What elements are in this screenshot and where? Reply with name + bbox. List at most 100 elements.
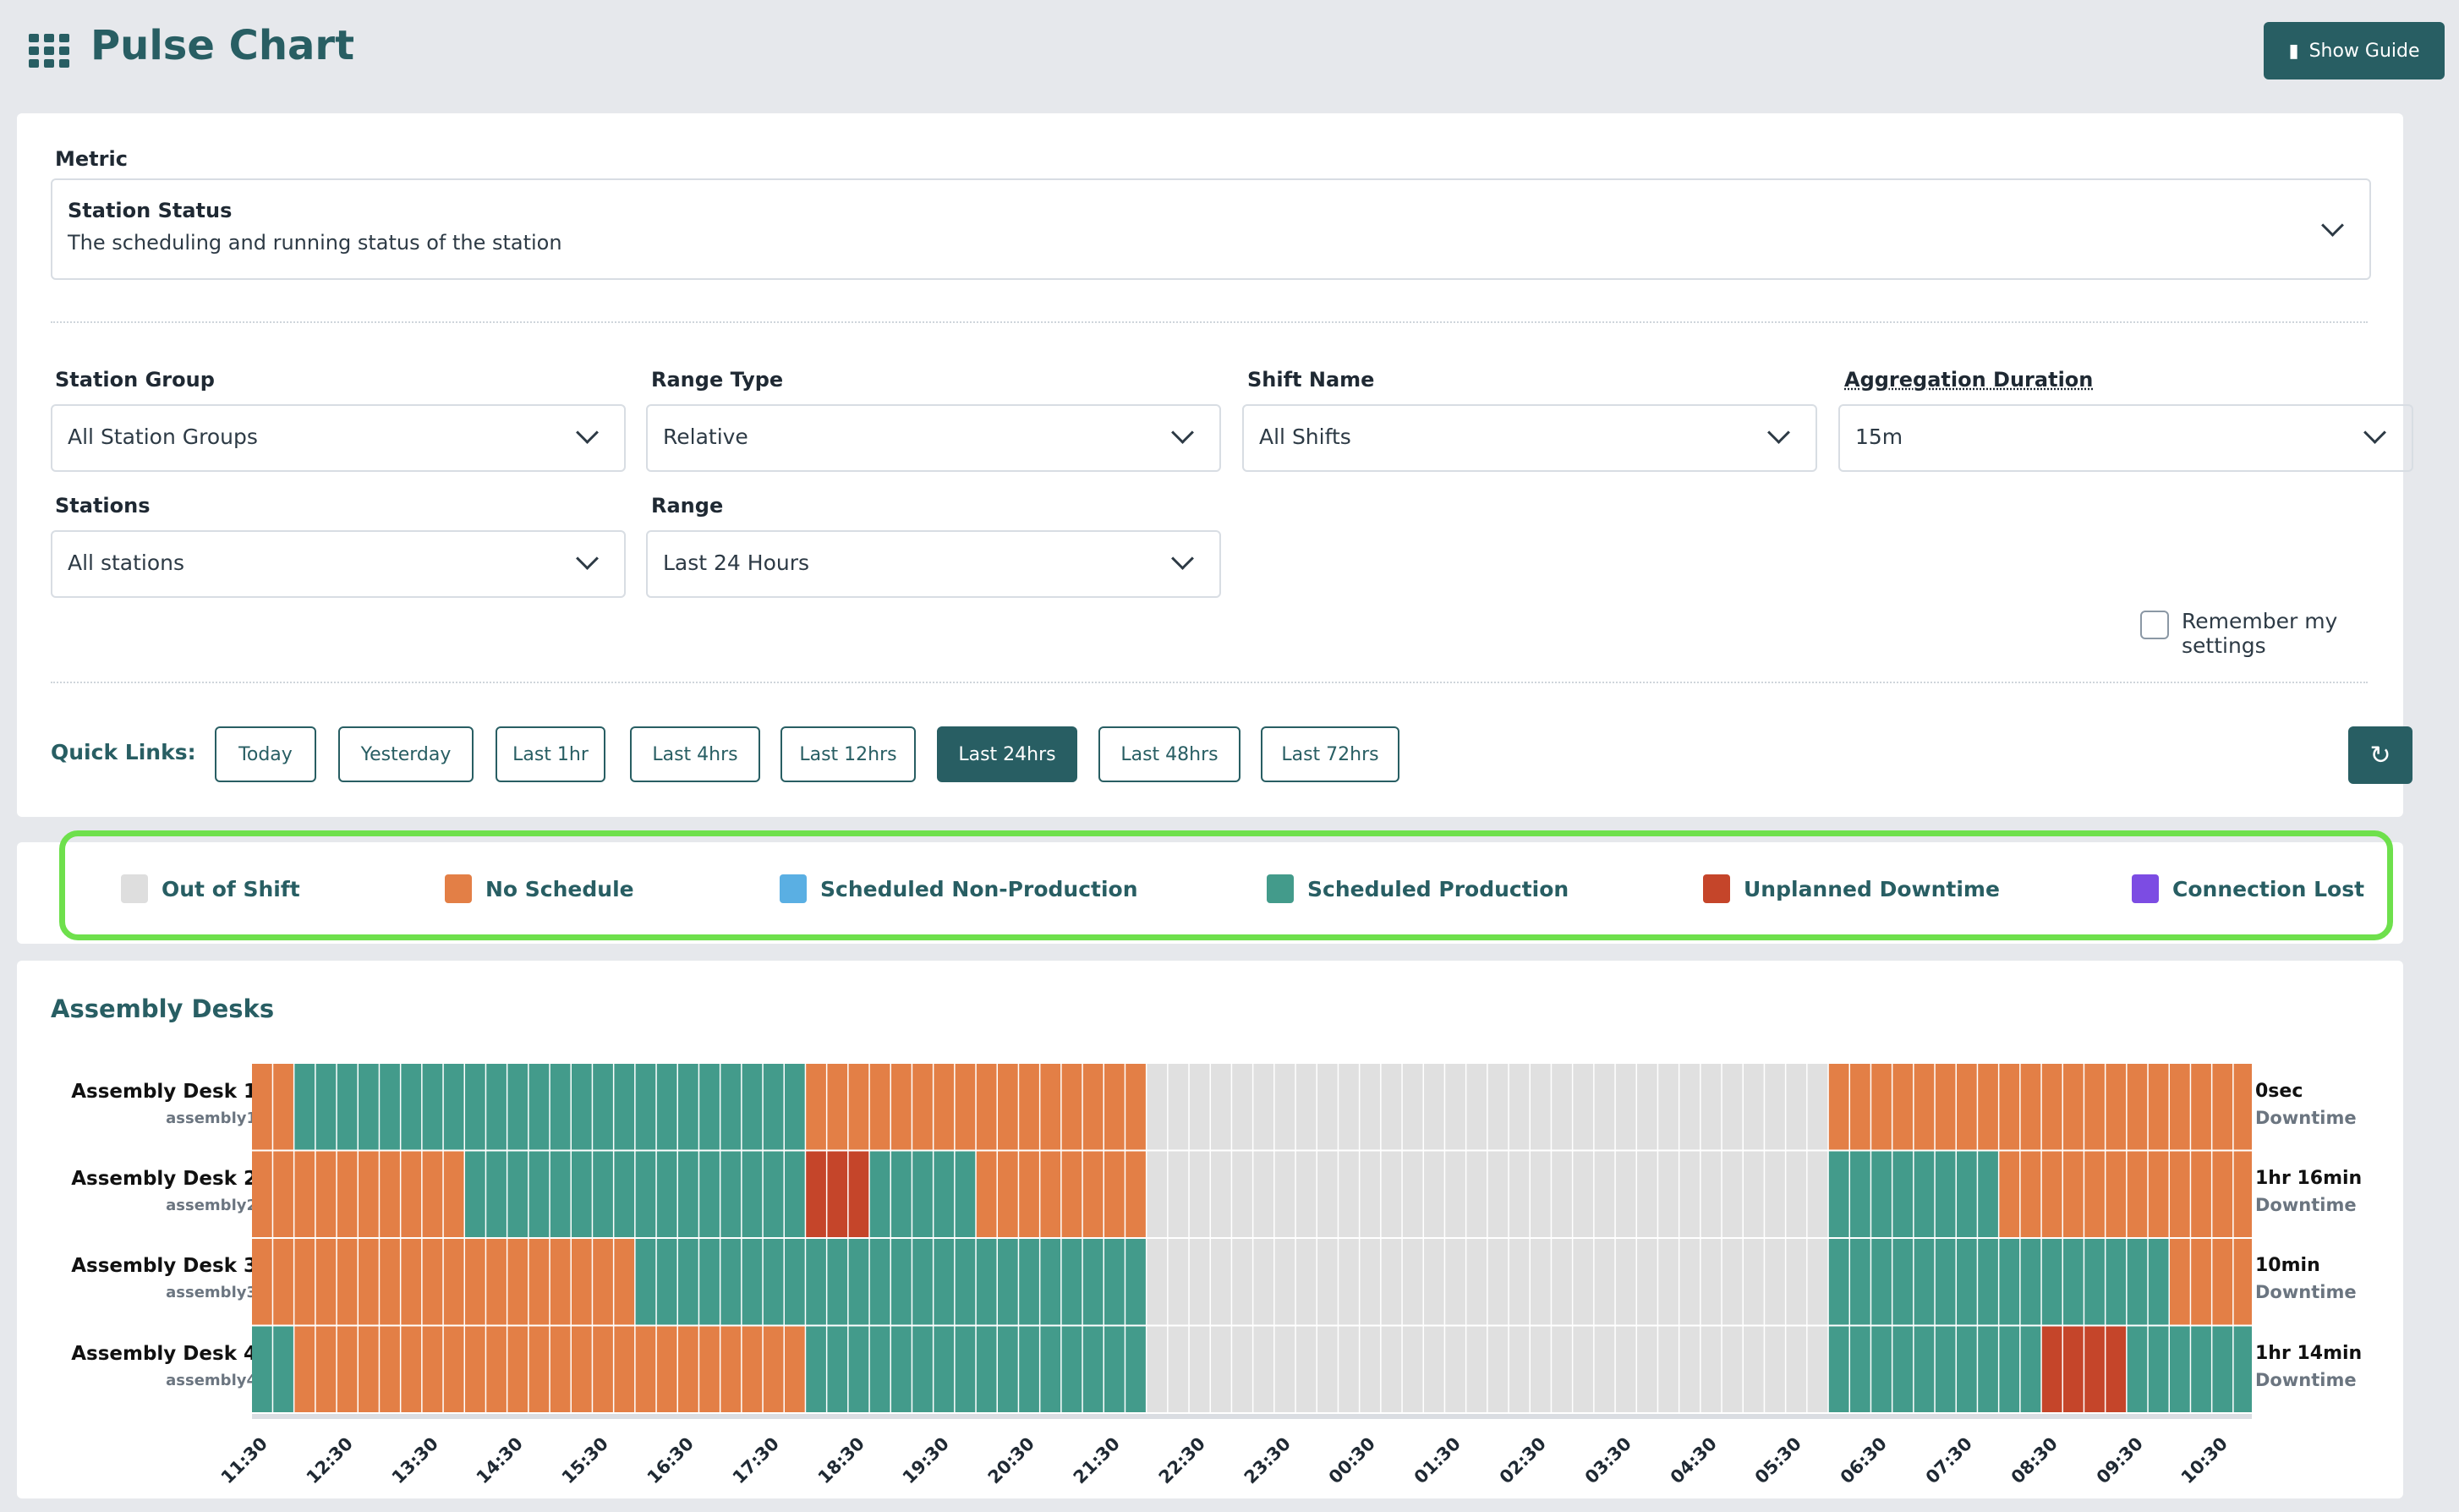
pulse-cell[interactable] <box>998 1239 1018 1325</box>
pulse-cell[interactable] <box>2191 1151 2211 1238</box>
pulse-cell[interactable] <box>422 1239 443 1325</box>
pulse-cell[interactable] <box>720 1239 742 1325</box>
pulse-cell[interactable] <box>337 1326 358 1413</box>
pulse-cell[interactable] <box>848 1151 869 1238</box>
pulse-cell[interactable] <box>1914 1239 1935 1325</box>
pulse-cell[interactable] <box>1637 1151 1657 1238</box>
pulse-cell[interactable] <box>742 1239 763 1325</box>
pulse-cell[interactable] <box>1295 1151 1317 1238</box>
pulse-cell[interactable] <box>550 1151 571 1238</box>
pulse-cell[interactable] <box>1424 1326 1444 1413</box>
pulse-cell[interactable] <box>359 1151 379 1238</box>
pulse-cell[interactable] <box>2212 1239 2233 1325</box>
pulse-cell[interactable] <box>422 1064 443 1150</box>
pulse-cell[interactable] <box>976 1064 997 1150</box>
pulse-cell[interactable] <box>1339 1151 1359 1238</box>
pulse-cell[interactable] <box>2148 1151 2169 1238</box>
pulse-cell[interactable] <box>486 1326 507 1413</box>
pulse-cell[interactable] <box>315 1326 337 1413</box>
pulse-cell[interactable] <box>443 1326 464 1413</box>
pulse-cell[interactable] <box>806 1064 826 1150</box>
metric-select[interactable]: Station Status The scheduling and runnin… <box>51 178 2371 280</box>
pulse-cell[interactable] <box>1339 1064 1359 1150</box>
pulse-cell[interactable] <box>294 1064 315 1150</box>
pulse-cell[interactable] <box>614 1151 635 1238</box>
pulse-cell[interactable] <box>1552 1064 1572 1150</box>
pulse-cell[interactable] <box>401 1151 422 1238</box>
pulse-cell[interactable] <box>1168 1326 1189 1413</box>
pulse-cell[interactable] <box>1274 1239 1295 1325</box>
shift-name-select[interactable]: All Shifts <box>1242 404 1817 472</box>
pulse-cell[interactable] <box>2212 1326 2233 1413</box>
pulse-cell[interactable] <box>1295 1064 1317 1150</box>
pulse-cell[interactable] <box>1019 1326 1039 1413</box>
pulse-cell[interactable] <box>1253 1151 1274 1238</box>
pulse-cell[interactable] <box>1679 1064 1700 1150</box>
pulse-cell[interactable] <box>2170 1239 2190 1325</box>
pulse-cell[interactable] <box>1232 1151 1252 1238</box>
pulse-cell[interactable] <box>1019 1239 1039 1325</box>
pulse-cell[interactable] <box>1253 1326 1274 1413</box>
pulse-cell[interactable] <box>1871 1064 1892 1150</box>
pulse-cell[interactable] <box>1147 1064 1168 1150</box>
pulse-cell[interactable] <box>678 1064 698 1150</box>
pulse-cell[interactable] <box>1381 1151 1402 1238</box>
pulse-cell[interactable] <box>465 1064 485 1150</box>
pulse-cell[interactable] <box>1466 1151 1487 1238</box>
pulse-cell[interactable] <box>1850 1239 1870 1325</box>
pulse-cell[interactable] <box>1274 1151 1295 1238</box>
quick-link-today[interactable]: Today <box>215 726 316 782</box>
pulse-cell[interactable] <box>1168 1064 1189 1150</box>
pulse-cell[interactable] <box>1658 1326 1679 1413</box>
pulse-cell[interactable] <box>1615 1239 1636 1325</box>
pulse-cell[interactable] <box>891 1239 912 1325</box>
pulse-cell[interactable] <box>1339 1326 1359 1413</box>
pulse-cell[interactable] <box>763 1151 784 1238</box>
pulse-cell[interactable] <box>1871 1151 1892 1238</box>
pulse-cell[interactable] <box>1978 1239 1998 1325</box>
pulse-cell[interactable] <box>1466 1326 1487 1413</box>
pulse-cell[interactable] <box>763 1239 784 1325</box>
pulse-cell[interactable] <box>1594 1326 1615 1413</box>
pulse-cell[interactable] <box>1573 1064 1594 1150</box>
pulse-cell[interactable] <box>1744 1239 1764 1325</box>
pulse-cell[interactable] <box>572 1064 592 1150</box>
pulse-cell[interactable] <box>1722 1064 1743 1150</box>
pulse-cell[interactable] <box>2233 1326 2252 1413</box>
pulse-cell[interactable] <box>1125 1239 1146 1325</box>
pulse-cell[interactable] <box>273 1326 293 1413</box>
pulse-cell[interactable] <box>1509 1326 1530 1413</box>
pulse-cell[interactable] <box>1040 1326 1061 1413</box>
pulse-cell[interactable] <box>1531 1151 1551 1238</box>
pulse-cell[interactable] <box>273 1239 293 1325</box>
pulse-cell[interactable] <box>720 1151 742 1238</box>
pulse-cell[interactable] <box>401 1064 422 1150</box>
pulse-cell[interactable] <box>976 1239 997 1325</box>
pulse-cell[interactable] <box>507 1151 528 1238</box>
pulse-cell[interactable] <box>359 1239 379 1325</box>
pulse-cell[interactable] <box>742 1151 763 1238</box>
pulse-cell[interactable] <box>486 1064 507 1150</box>
pulse-cell[interactable] <box>593 1239 613 1325</box>
pulse-cell[interactable] <box>315 1239 337 1325</box>
pulse-cell[interactable] <box>955 1239 976 1325</box>
pulse-cell[interactable] <box>1360 1064 1381 1150</box>
pulse-cell[interactable] <box>1040 1151 1061 1238</box>
pulse-cell[interactable] <box>614 1064 635 1150</box>
pulse-cell[interactable] <box>998 1326 1018 1413</box>
pulse-cell[interactable] <box>1744 1064 1764 1150</box>
aggregation-duration-select[interactable]: 15m <box>1838 404 2413 472</box>
pulse-cell[interactable] <box>315 1064 337 1150</box>
pulse-cell[interactable] <box>2020 1151 2041 1238</box>
pulse-cell[interactable] <box>656 1064 677 1150</box>
pulse-cell[interactable] <box>1935 1151 1956 1238</box>
pulse-cell[interactable] <box>294 1326 315 1413</box>
pulse-cell[interactable] <box>1552 1326 1572 1413</box>
pulse-cell[interactable] <box>380 1326 400 1413</box>
pulse-cell[interactable] <box>1573 1326 1594 1413</box>
pulse-cell[interactable] <box>934 1064 955 1150</box>
pulse-cell[interactable] <box>1061 1064 1082 1150</box>
pulse-cell[interactable] <box>891 1064 912 1150</box>
pulse-cell[interactable] <box>2191 1239 2211 1325</box>
quick-link-last-72hrs[interactable]: Last 72hrs <box>1261 726 1399 782</box>
